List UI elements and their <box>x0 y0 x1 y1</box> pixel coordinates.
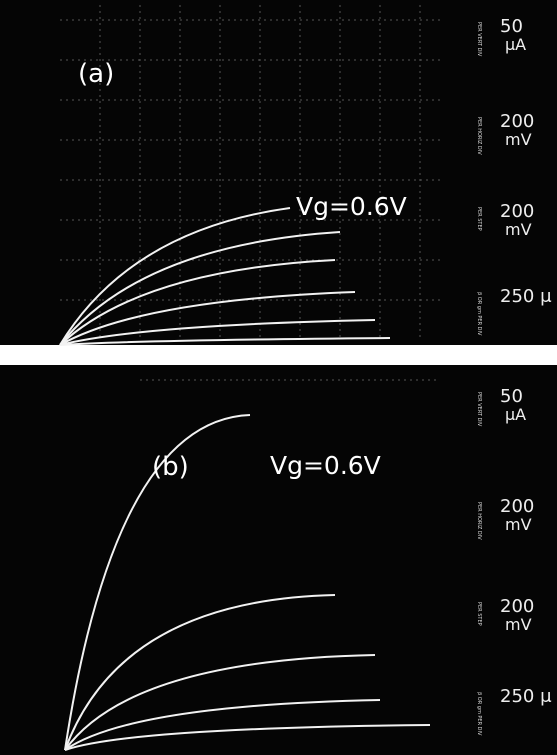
control-unit: μA <box>505 405 526 424</box>
panel-label: (a) <box>78 59 114 89</box>
control-caption: β OR gm PER DIV <box>476 692 482 736</box>
control-value: 250 μ <box>500 286 552 307</box>
curves-a <box>59 207 391 346</box>
control-value: 200 <box>500 596 534 617</box>
control-unit: mV <box>505 130 532 149</box>
control-value: 200 <box>500 201 534 222</box>
panel-label: (b) <box>152 452 189 482</box>
control-caption: PER VERT DIV <box>476 22 482 57</box>
control-value: 50 <box>500 16 523 37</box>
control-unit: μA <box>505 35 526 54</box>
control-value: 50 <box>500 386 523 407</box>
control-caption: β OR gm PER DIV <box>476 292 482 336</box>
annotation: Vg=0.6V <box>296 192 407 221</box>
control-caption: PER HORIZ DIV <box>476 117 482 155</box>
panel-a <box>0 0 557 345</box>
control-caption: PER STEP <box>476 207 482 231</box>
panel-b <box>0 365 557 755</box>
control-caption: PER HORIZ DIV <box>476 502 482 540</box>
control-caption: PER STEP <box>476 602 482 626</box>
control-unit: mV <box>505 220 532 239</box>
control-caption: PER VERT DIV <box>476 392 482 427</box>
grid <box>60 5 440 381</box>
annotation: Vg=0.6V <box>270 451 381 480</box>
control-unit: mV <box>505 515 532 534</box>
control-unit: mV <box>505 615 532 634</box>
curves-b <box>64 414 431 751</box>
control-value: 200 <box>500 496 534 517</box>
control-value: 200 <box>500 111 534 132</box>
control-value: 250 μ <box>500 686 552 707</box>
